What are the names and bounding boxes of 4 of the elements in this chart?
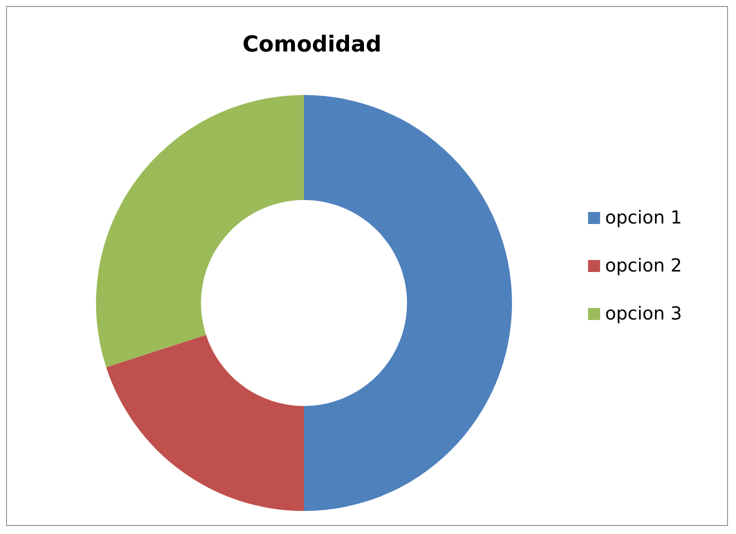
legend-label: opcion 2 bbox=[605, 256, 682, 276]
legend-label: opcion 1 bbox=[605, 208, 682, 228]
legend-label: opcion 3 bbox=[605, 304, 682, 324]
chart-title: Comodidad bbox=[242, 32, 382, 58]
